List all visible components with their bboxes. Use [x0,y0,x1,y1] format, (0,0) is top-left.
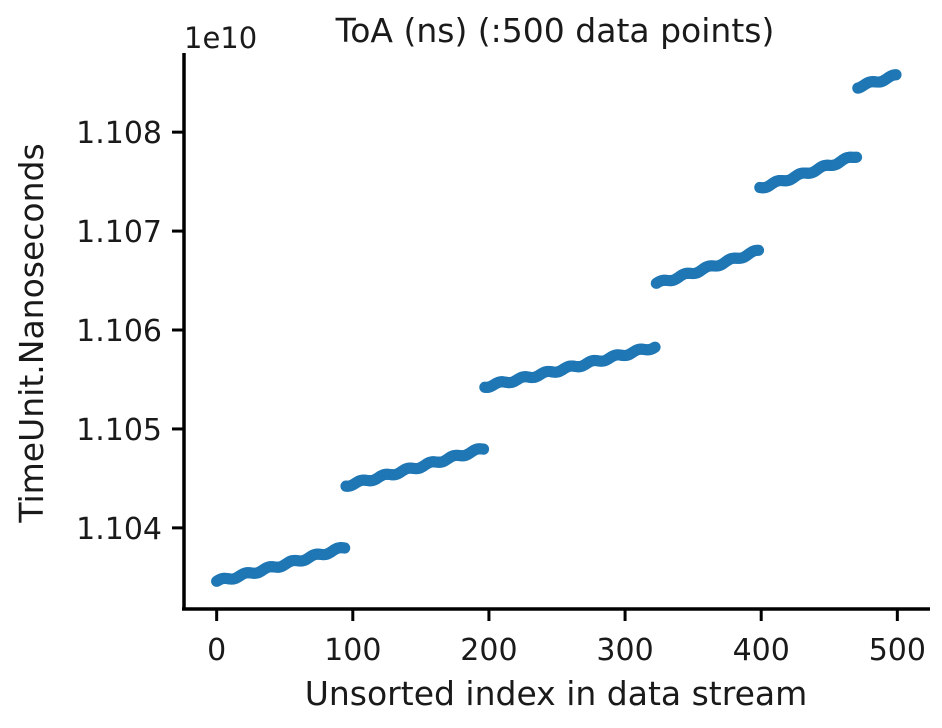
data-point [649,341,661,353]
y-tick-label: 1.107 [76,215,162,250]
y-tick-label: 1.105 [76,413,162,448]
scatter-points [211,69,902,587]
y-tick-label: 1.104 [76,512,162,547]
x-axis-label: Unsorted index in data stream [305,674,808,713]
y-tick-label: 1.108 [76,116,162,151]
y-axis-label: TimeUnit.Nanoseconds [12,143,51,523]
x-tick-label: 400 [733,633,790,668]
y-offset-label: 1e10 [184,21,257,55]
data-point [890,69,902,81]
y-axis-ticks: 1.104 1.105 1.106 1.107 1.108 [76,116,184,547]
chart-title: ToA (ns) (:500 data points) [335,11,775,50]
x-tick-label: 100 [324,633,381,668]
x-tick-label: 200 [460,633,517,668]
y-tick-label: 1.106 [76,314,162,349]
data-point [339,542,351,554]
data-point [477,443,490,455]
x-tick-label: 500 [869,633,926,668]
data-point [752,244,765,256]
data-point [850,151,863,163]
x-tick-label: 300 [596,633,653,668]
x-tick-label: 0 [207,633,226,668]
x-axis-ticks: 0 100 200 300 400 500 [207,609,926,668]
